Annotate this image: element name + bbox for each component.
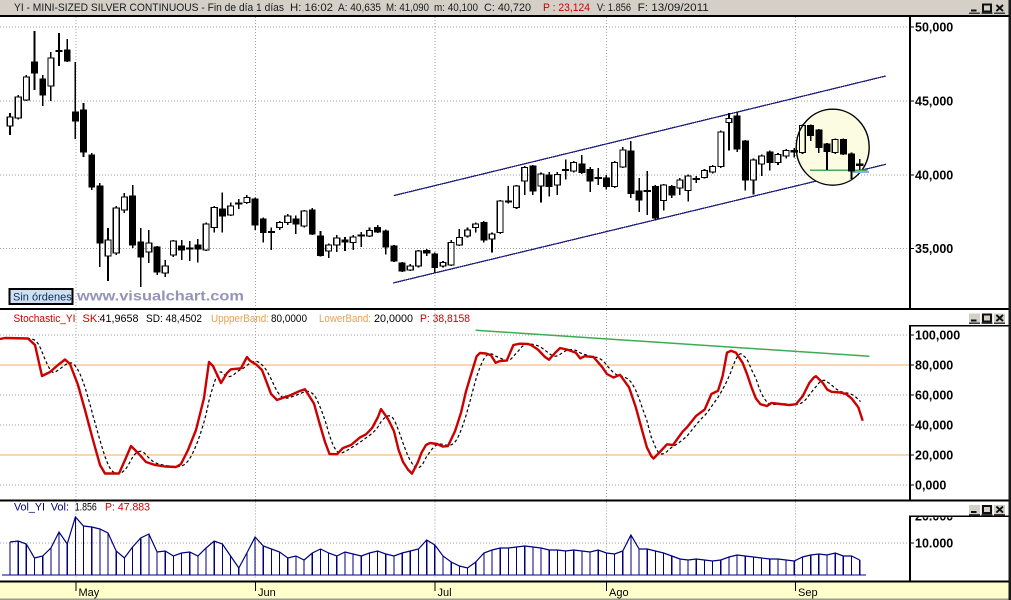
- svg-text:20,0000: 20,0000: [374, 313, 413, 325]
- svg-text:UppperBand:: UppperBand:: [211, 313, 269, 325]
- svg-text:20,000: 20,000: [915, 449, 953, 463]
- svg-text:45,000: 45,000: [915, 95, 953, 109]
- svg-text:May: May: [79, 587, 100, 599]
- svg-text:1.856: 1.856: [75, 502, 97, 514]
- svg-text:F: 13/09/2011: F: 13/09/2011: [638, 2, 709, 14]
- svg-text:H: 16:02: H: 16:02: [290, 2, 333, 14]
- svg-text:Vol:: Vol:: [51, 502, 69, 514]
- svg-text:Sin órdenes: Sin órdenes: [13, 292, 72, 304]
- svg-text:A: 40,635: A: 40,635: [338, 2, 381, 14]
- svg-text:M: 41,090: M: 41,090: [386, 2, 429, 14]
- svg-text:50,000: 50,000: [915, 21, 953, 35]
- svg-text:10.000: 10.000: [915, 536, 953, 550]
- svg-text:80,000: 80,000: [915, 359, 953, 373]
- svg-text:Stochastic_YI: Stochastic_YI: [14, 313, 76, 325]
- svg-text:41,9658: 41,9658: [100, 313, 139, 325]
- svg-text:LowerBand:: LowerBand:: [319, 313, 371, 325]
- svg-text:Jun: Jun: [258, 587, 276, 599]
- svg-text:40,000: 40,000: [915, 169, 953, 183]
- svg-text:80,0000: 80,0000: [271, 313, 307, 325]
- svg-text:35,000: 35,000: [915, 242, 953, 256]
- svg-text:P: 38,8158: P: 38,8158: [420, 313, 470, 325]
- svg-text:P: 47.883: P: 47.883: [105, 502, 150, 514]
- svg-text:YI - MINI-SIZED SILVER CONTINU: YI - MINI-SIZED SILVER CONTINUOUS - Fin …: [14, 2, 284, 14]
- svg-text:www.visualchart.com: www.visualchart.com: [76, 289, 244, 304]
- svg-text:Vol_YI: Vol_YI: [14, 502, 45, 514]
- svg-text:P : 23,124: P : 23,124: [543, 2, 590, 14]
- svg-text:100,000: 100,000: [915, 329, 960, 343]
- svg-text:60,000: 60,000: [915, 389, 953, 403]
- svg-text:40,000: 40,000: [915, 419, 953, 433]
- svg-text:0,000: 0,000: [915, 479, 946, 493]
- svg-text:20.000: 20.000: [915, 510, 953, 524]
- svg-text:m: 40,100: m: 40,100: [434, 2, 478, 14]
- svg-text:SD: 48,4502: SD: 48,4502: [146, 313, 202, 325]
- svg-text:Jul: Jul: [438, 587, 452, 599]
- svg-text:C: 40,720: C: 40,720: [484, 2, 531, 14]
- svg-text:V: 1.856: V: 1.856: [597, 2, 631, 14]
- svg-text:Ago: Ago: [609, 587, 629, 599]
- svg-text:Sep: Sep: [798, 587, 818, 599]
- svg-text:SK:: SK:: [83, 313, 101, 325]
